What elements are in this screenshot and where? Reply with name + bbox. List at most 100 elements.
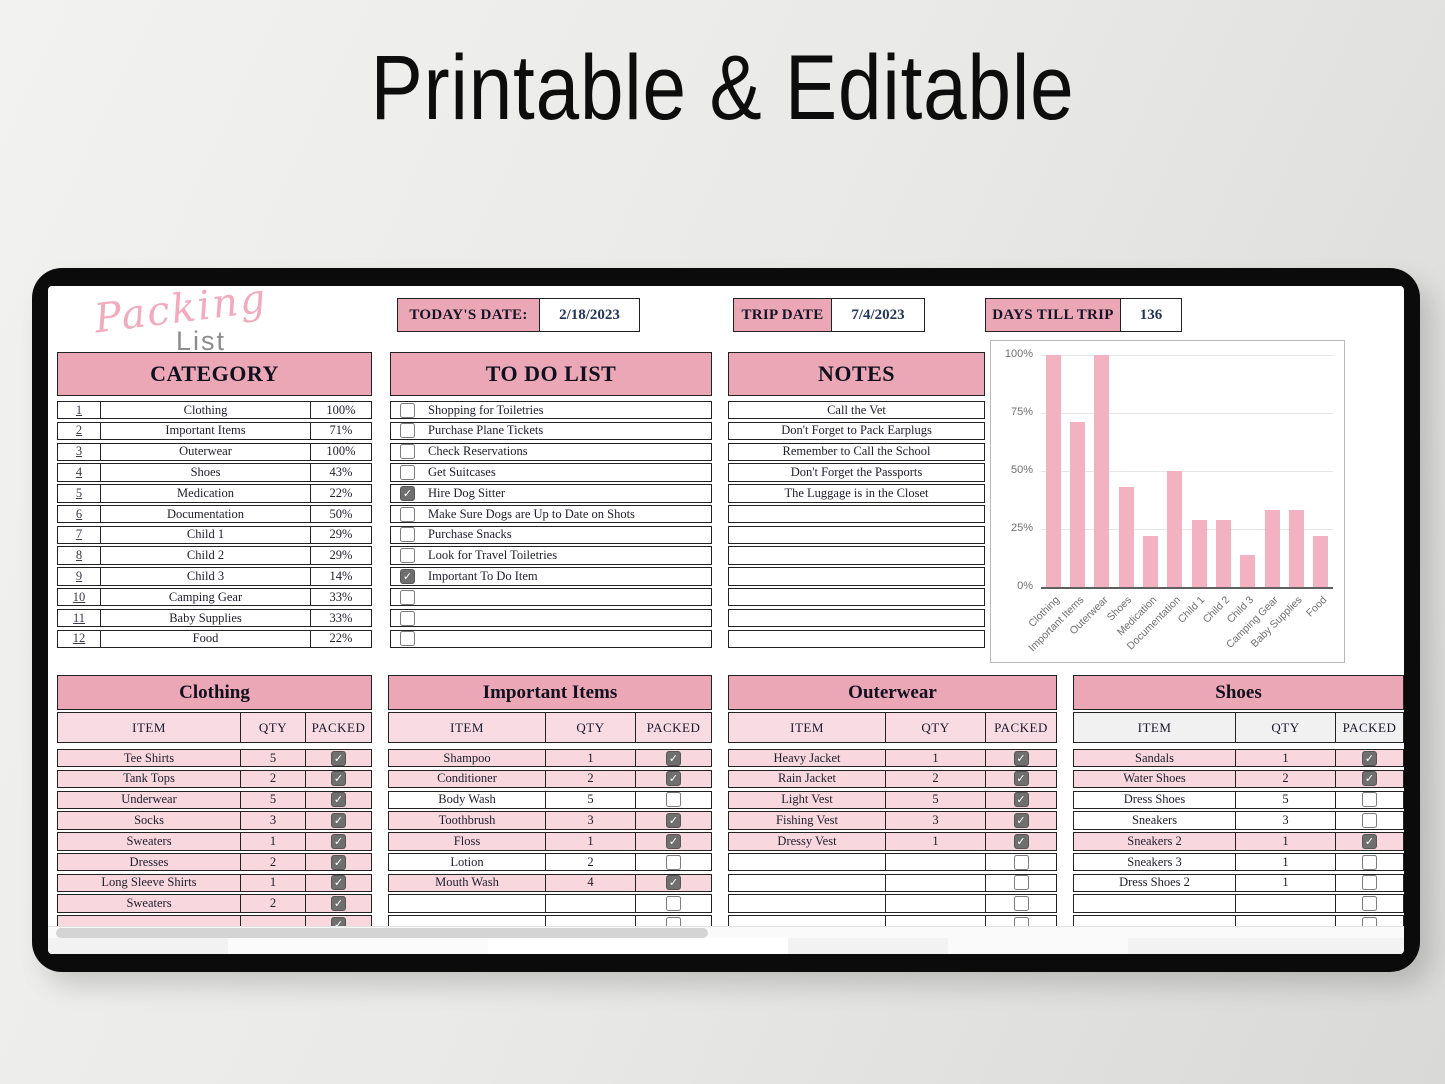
category-name-cell[interactable]: Camping Gear — [101, 589, 311, 606]
packed-checkbox[interactable]: ✓ — [1013, 813, 1029, 829]
todays-date-value[interactable]: 2/18/2023 — [559, 306, 620, 323]
category-row-number[interactable]: 5 — [58, 485, 101, 502]
qty-cell[interactable]: 1 — [241, 833, 306, 850]
item-cell[interactable]: Toothbrush — [389, 812, 546, 829]
category-row-number[interactable]: 4 — [58, 464, 101, 481]
note-row[interactable] — [728, 567, 985, 586]
qty-cell[interactable]: 2 — [1236, 770, 1336, 788]
qty-cell[interactable]: 1 — [1236, 853, 1336, 871]
item-cell[interactable] — [729, 874, 886, 892]
note-row[interactable] — [728, 546, 985, 565]
category-name-cell[interactable]: Child 3 — [101, 568, 311, 585]
item-cell[interactable]: Sneakers — [1074, 812, 1236, 829]
packed-checkbox[interactable]: ✓ — [331, 833, 346, 849]
packed-checkbox[interactable]: ✓ — [331, 813, 346, 829]
note-row[interactable]: The Luggage is in the Closet — [728, 484, 985, 503]
qty-cell[interactable]: 5 — [886, 791, 986, 808]
packed-checkbox[interactable]: ✓ — [666, 750, 681, 766]
category-percent-cell[interactable]: 14% — [329, 568, 353, 583]
todo-item-label[interactable]: Get Suitcases — [428, 465, 496, 480]
qty-cell[interactable] — [1236, 895, 1336, 912]
item-cell[interactable]: Dress Shoes — [1074, 791, 1236, 808]
item-cell[interactable]: Lotion — [389, 853, 546, 871]
qty-cell[interactable]: 3 — [241, 812, 306, 829]
todo-checkbox[interactable] — [400, 527, 415, 543]
packed-checkbox[interactable]: ✓ — [331, 854, 346, 870]
packed-checkbox[interactable]: ✓ — [1013, 792, 1029, 808]
item-cell[interactable]: Light Vest — [729, 791, 886, 808]
category-percent-cell[interactable]: 71% — [329, 423, 353, 438]
todo-item-label[interactable]: Hire Dog Sitter — [428, 485, 506, 500]
category-name-cell[interactable]: Food — [101, 630, 311, 647]
todo-checkbox[interactable]: ✓ — [400, 568, 415, 584]
note-row[interactable]: Don't Forget to Pack Earplugs — [728, 421, 985, 441]
packed-checkbox[interactable]: ✓ — [1013, 771, 1029, 787]
note-row[interactable]: Remember to Call the School — [728, 442, 985, 461]
packed-checkbox[interactable]: ✓ — [1362, 833, 1377, 849]
item-cell[interactable]: Heavy Jacket — [729, 750, 886, 767]
qty-cell[interactable]: 2 — [546, 853, 636, 871]
note-row[interactable] — [728, 504, 985, 524]
category-name-cell[interactable]: Important Items — [101, 422, 311, 440]
item-cell[interactable]: Sweaters — [58, 833, 241, 850]
item-cell[interactable]: Dressy Vest — [729, 833, 886, 850]
packed-checkbox[interactable] — [1362, 813, 1377, 829]
packed-checkbox[interactable] — [1013, 854, 1029, 870]
packed-checkbox[interactable]: ✓ — [1013, 833, 1029, 849]
packed-checkbox[interactable] — [1362, 854, 1377, 870]
category-percent-cell[interactable]: 22% — [329, 631, 353, 646]
todo-checkbox[interactable] — [400, 631, 415, 647]
item-cell[interactable]: Dress Shoes 2 — [1074, 874, 1236, 892]
item-cell[interactable]: Rain Jacket — [729, 770, 886, 788]
note-row[interactable]: Call the Vet — [728, 401, 985, 420]
packed-checkbox[interactable] — [1013, 896, 1029, 912]
trip-date-value[interactable]: 7/4/2023 — [851, 306, 905, 323]
packed-checkbox[interactable]: ✓ — [666, 833, 681, 849]
todo-checkbox[interactable] — [400, 444, 415, 460]
item-cell[interactable] — [389, 916, 546, 926]
category-row-number[interactable]: 12 — [58, 630, 101, 647]
item-cell[interactable]: Mouth Wash — [389, 874, 546, 892]
category-row-number[interactable]: 3 — [58, 443, 101, 460]
todo-checkbox[interactable]: ✓ — [400, 485, 415, 501]
todo-checkbox[interactable] — [400, 589, 415, 605]
item-cell[interactable] — [58, 916, 241, 926]
item-cell[interactable] — [729, 895, 886, 912]
category-name-cell[interactable]: Child 2 — [101, 547, 311, 564]
qty-cell[interactable]: 2 — [241, 895, 306, 912]
category-percent-cell[interactable]: 100% — [326, 444, 356, 459]
qty-cell[interactable]: 1 — [546, 833, 636, 850]
note-row[interactable] — [728, 525, 985, 545]
todo-checkbox[interactable] — [400, 610, 415, 626]
todo-item-label[interactable]: Look for Travel Toiletries — [428, 548, 558, 563]
qty-cell[interactable]: 1 — [1236, 874, 1336, 892]
qty-cell[interactable]: 5 — [546, 791, 636, 808]
todo-checkbox[interactable] — [400, 465, 415, 481]
packed-checkbox[interactable] — [1013, 916, 1029, 926]
packed-checkbox[interactable] — [666, 896, 681, 912]
item-cell[interactable]: Underwear — [58, 791, 241, 808]
packed-checkbox[interactable]: ✓ — [666, 813, 681, 829]
category-percent-cell[interactable]: 33% — [329, 610, 353, 625]
qty-cell[interactable]: 3 — [546, 812, 636, 829]
category-row-number[interactable]: 7 — [58, 526, 101, 544]
packed-checkbox[interactable]: ✓ — [331, 750, 346, 766]
qty-cell[interactable] — [886, 916, 986, 926]
note-row[interactable] — [728, 588, 985, 607]
category-row-number[interactable]: 11 — [58, 609, 101, 627]
packed-checkbox[interactable] — [1362, 792, 1377, 808]
item-cell[interactable] — [729, 916, 886, 926]
packed-checkbox[interactable]: ✓ — [331, 896, 346, 912]
qty-cell[interactable] — [546, 895, 636, 912]
note-row[interactable] — [728, 608, 985, 628]
qty-cell[interactable] — [886, 895, 986, 912]
category-percent-cell[interactable]: 29% — [329, 527, 353, 542]
qty-cell[interactable] — [1236, 916, 1336, 926]
category-row-number[interactable]: 9 — [58, 568, 101, 585]
item-cell[interactable]: Tee Shirts — [58, 750, 241, 767]
packed-checkbox[interactable] — [666, 916, 681, 926]
item-cell[interactable]: Conditioner — [389, 770, 546, 788]
item-cell[interactable] — [729, 853, 886, 871]
qty-cell[interactable]: 1 — [886, 833, 986, 850]
qty-cell[interactable]: 4 — [546, 874, 636, 892]
